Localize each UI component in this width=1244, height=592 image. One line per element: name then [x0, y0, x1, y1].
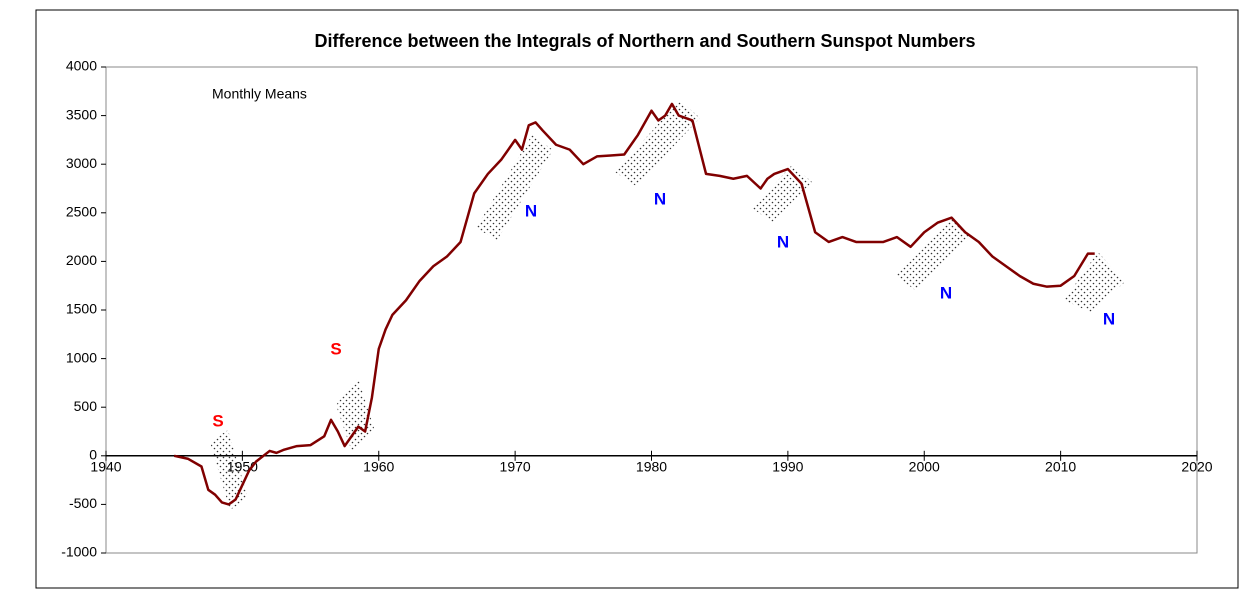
x-tick-label: 1960 — [363, 459, 394, 475]
annotation: S — [212, 411, 223, 430]
x-tick-label: 2020 — [1181, 459, 1212, 475]
x-tick-label: 1970 — [500, 459, 531, 475]
data-line — [173, 102, 1095, 506]
annotation: N — [777, 232, 789, 251]
shaded-region — [895, 218, 972, 290]
shaded-region — [476, 135, 553, 240]
annotation: N — [940, 283, 952, 302]
subtitle: Monthly Means — [212, 86, 307, 102]
shaded-region — [615, 100, 700, 186]
y-tick-label: 1000 — [66, 349, 97, 365]
x-tick-label: 1990 — [772, 459, 803, 475]
annotation: S — [330, 339, 341, 358]
y-tick-label: 2000 — [66, 252, 97, 268]
y-tick-label: 0 — [89, 447, 97, 463]
annotation: N — [525, 201, 537, 220]
shaded-region — [210, 430, 248, 510]
y-tick-label: 2500 — [66, 204, 97, 220]
annotation: N — [1103, 309, 1115, 328]
x-tick-label: 2000 — [909, 459, 940, 475]
y-tick-label: 3500 — [66, 106, 97, 122]
x-tick-label: 1980 — [636, 459, 667, 475]
shaded-region — [1064, 252, 1125, 312]
y-tick-label: 4000 — [66, 58, 97, 74]
y-tick-label: 500 — [74, 398, 98, 414]
y-tick-label: -1000 — [61, 544, 97, 560]
y-tick-label: 3000 — [66, 155, 97, 171]
chart-title: Difference between the Integrals of Nort… — [314, 31, 975, 51]
y-tick-label: 1500 — [66, 301, 97, 317]
annotation: N — [654, 189, 666, 208]
shaded-region — [336, 378, 374, 452]
x-tick-label: 1940 — [90, 459, 121, 475]
y-tick-label: -500 — [69, 495, 97, 511]
x-tick-label: 2010 — [1045, 459, 1076, 475]
